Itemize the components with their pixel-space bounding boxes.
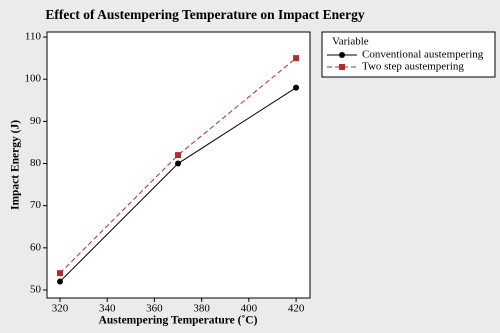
marker bbox=[293, 84, 300, 91]
y-tick-label: 80 bbox=[30, 157, 42, 169]
legend-title: Variable bbox=[332, 36, 369, 48]
legend-label: Two step austempering bbox=[362, 61, 464, 73]
x-axis-label: Austempering Temperature (˚C) bbox=[99, 315, 258, 327]
x-tick-label: 420 bbox=[288, 303, 305, 315]
x-tick-label: 320 bbox=[52, 303, 69, 315]
y-tick-label: 100 bbox=[25, 73, 42, 85]
y-tick-label: 70 bbox=[30, 199, 42, 211]
marker bbox=[56, 270, 63, 277]
legend-marker bbox=[339, 52, 345, 58]
y-axis-label: Impact Energy (J) bbox=[10, 120, 22, 210]
y-tick-label: 110 bbox=[25, 31, 42, 43]
chart-title: Effect of Austempering Temperature on Im… bbox=[45, 7, 364, 22]
y-tick-label: 60 bbox=[30, 241, 42, 253]
legend-label: Conventional austempering bbox=[362, 49, 484, 61]
series-line bbox=[59, 57, 297, 274]
marker bbox=[175, 160, 182, 167]
y-tick-label: 90 bbox=[30, 115, 42, 127]
marker bbox=[175, 152, 182, 159]
x-tick-label: 400 bbox=[241, 303, 258, 315]
x-tick-label: 340 bbox=[99, 303, 116, 315]
x-tick-label: 380 bbox=[193, 303, 210, 315]
legend-marker bbox=[339, 64, 345, 70]
y-tick-label: 50 bbox=[30, 284, 42, 296]
x-tick-label: 360 bbox=[146, 303, 163, 315]
marker bbox=[293, 55, 300, 62]
marker bbox=[56, 278, 63, 285]
